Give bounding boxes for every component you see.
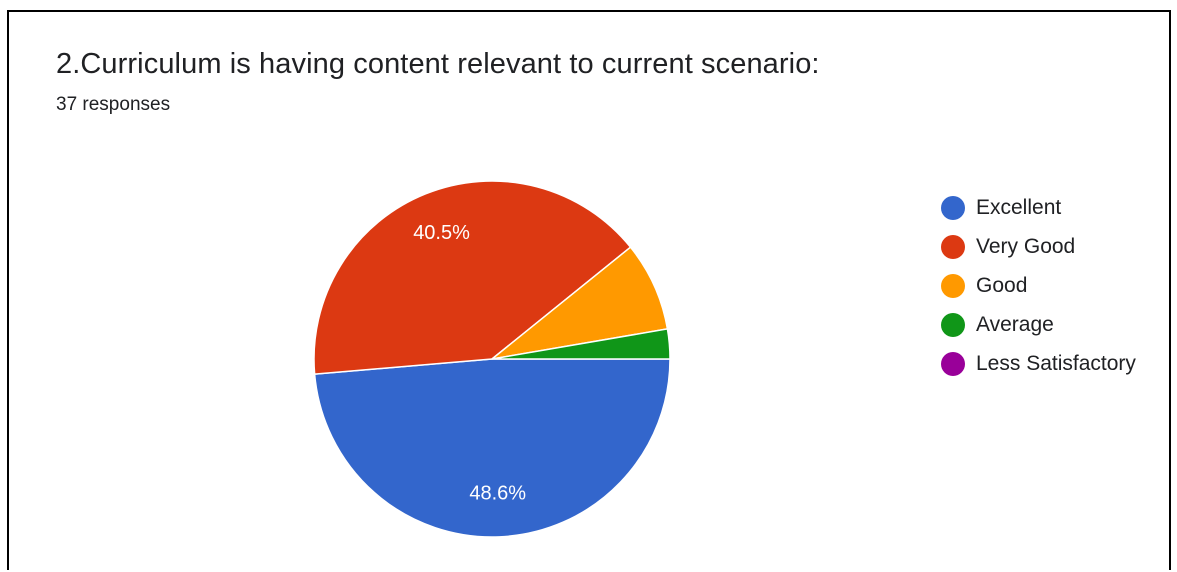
pie-slice-very-good[interactable]: [313, 180, 632, 375]
pie-slice-average[interactable]: [491, 328, 671, 360]
chart-card: 2.Curriculum is having content relevant …: [7, 10, 1171, 570]
legend-item-very-good[interactable]: Very Good: [941, 227, 1136, 266]
legend-label: Good: [976, 273, 1028, 297]
pie-slice-good[interactable]: [491, 246, 669, 360]
legend-item-average[interactable]: Average: [941, 305, 1136, 344]
legend-label: Less Satisfactory: [976, 351, 1136, 375]
chart-title: 2.Curriculum is having content relevant …: [56, 48, 820, 80]
pie-chart: 48.6% 40.5%: [313, 180, 671, 538]
legend-swatch-icon: [941, 312, 965, 337]
legend-swatch-icon: [941, 351, 965, 376]
legend-label: Very Good: [976, 234, 1076, 258]
legend-label: Average: [976, 312, 1054, 336]
legend-swatch-icon: [941, 234, 965, 259]
response-count: 37 responses: [56, 94, 171, 115]
pie-slices: [313, 180, 671, 538]
chart-legend: Excellent Very Good Good Average Less Satisf…: [941, 188, 1136, 383]
pie-label-very-good: 40.5%: [413, 222, 470, 244]
legend-swatch-icon: [941, 273, 965, 298]
legend-item-excellent[interactable]: Excellent: [941, 188, 1136, 227]
legend-item-less-satisfactory[interactable]: Less Satisfactory: [941, 344, 1136, 383]
legend-item-good[interactable]: Good: [941, 266, 1136, 305]
legend-label: Excellent: [976, 195, 1062, 219]
pie-slice-labels: 48.6% 40.5%: [413, 222, 526, 505]
legend-swatch-icon: [941, 195, 965, 220]
pie-slice-excellent[interactable]: [313, 358, 671, 538]
pie-label-excellent: 48.6%: [469, 482, 526, 504]
